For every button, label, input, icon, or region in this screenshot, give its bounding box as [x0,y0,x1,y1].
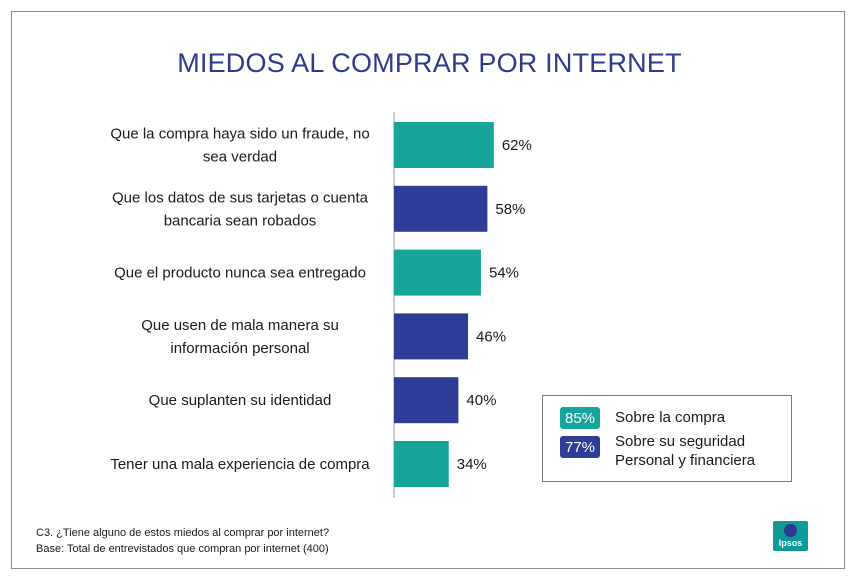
category-label-5-line-0: Tener una mala experiencia de compra [110,456,370,473]
legend-label-line: Sobre su seguridad [615,433,746,450]
logo-text: Ipsos [778,538,803,548]
ipsos-logo: Ipsos [773,521,808,551]
bar-0 [394,122,494,168]
legend-label-compra: Sobre la compra [615,408,725,427]
legend-badge-seguridad: 77% [560,436,600,458]
legend: 85% Sobre la compra 77% Sobre su segurid… [542,395,792,482]
category-label-0-line-0: Que la compra haya sido un fraude, no [110,126,369,143]
bar-1 [394,185,488,232]
category-label-0-line-1: sea verdad [203,149,277,166]
bar-4 [394,377,459,424]
bar-5 [394,441,449,487]
legend-label-line: Personal y financiera [615,452,756,469]
legend-badge-compra: 85% [560,407,600,429]
category-label-4-line-0: Que suplanten su identidad [149,392,332,409]
value-label-4: 40% [466,392,496,409]
category-label-3-line-1: información personal [170,340,309,357]
legend-item-seguridad: 77% Sobre su seguridad Personal y financ… [560,433,755,470]
value-label-3: 46% [476,328,506,345]
footnote-base: Base: Total de entrevistados que compran… [36,543,329,555]
chart-title: MIEDOS AL COMPRAR POR INTERNET [177,48,682,78]
value-label-1: 58% [495,201,525,218]
legend-label-seguridad: Sobre su seguridad Personal y financiera [615,432,755,470]
value-label-5: 34% [457,456,487,473]
category-label-3-line-0: Que usen de mala manera su [141,317,339,334]
category-label-2-line-0: Que el producto nunca sea entregado [114,265,366,282]
category-label-1-line-0: Que los datos de sus tarjetas o cuenta [112,189,369,206]
bar-2 [394,249,481,296]
bar-3 [394,313,469,360]
value-label-2: 54% [489,265,519,282]
legend-label-line: Sobre la compra [615,409,726,426]
value-label-0: 62% [502,137,532,154]
legend-item-compra: 85% Sobre la compra [560,407,725,429]
category-label-1-line-1: bancaria sean robados [164,212,317,229]
logo-circle-icon [784,524,797,537]
footnote-question: C3. ¿Tiene alguno de estos miedos al com… [36,527,330,539]
